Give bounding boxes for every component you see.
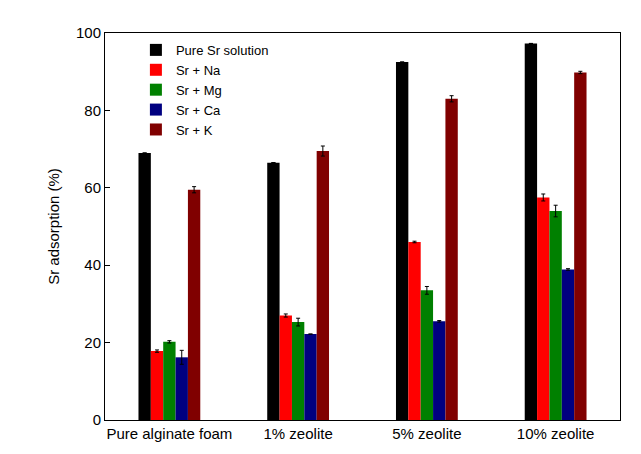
svg-text:Sr + Na: Sr + Na [176, 63, 221, 78]
svg-text:Sr adsorption (%): Sr adsorption (%) [45, 168, 62, 285]
svg-text:Sr + Ca: Sr + Ca [176, 103, 221, 118]
svg-text:80: 80 [84, 102, 101, 119]
svg-text:100: 100 [76, 24, 101, 41]
svg-text:40: 40 [84, 256, 101, 273]
svg-text:1% zeolite: 1% zeolite [264, 425, 333, 442]
svg-text:Pure alginate foam: Pure alginate foam [106, 425, 232, 442]
svg-text:5% zeolite: 5% zeolite [392, 425, 461, 442]
svg-text:Sr + K: Sr + K [176, 123, 213, 138]
svg-text:60: 60 [84, 179, 101, 196]
svg-text:20: 20 [84, 334, 101, 351]
svg-text:0: 0 [93, 411, 101, 428]
svg-text:10% zeolite: 10% zeolite [517, 425, 595, 442]
svg-text:Sr + Mg: Sr + Mg [176, 83, 222, 98]
svg-text:Pure Sr solution: Pure Sr solution [176, 43, 269, 58]
